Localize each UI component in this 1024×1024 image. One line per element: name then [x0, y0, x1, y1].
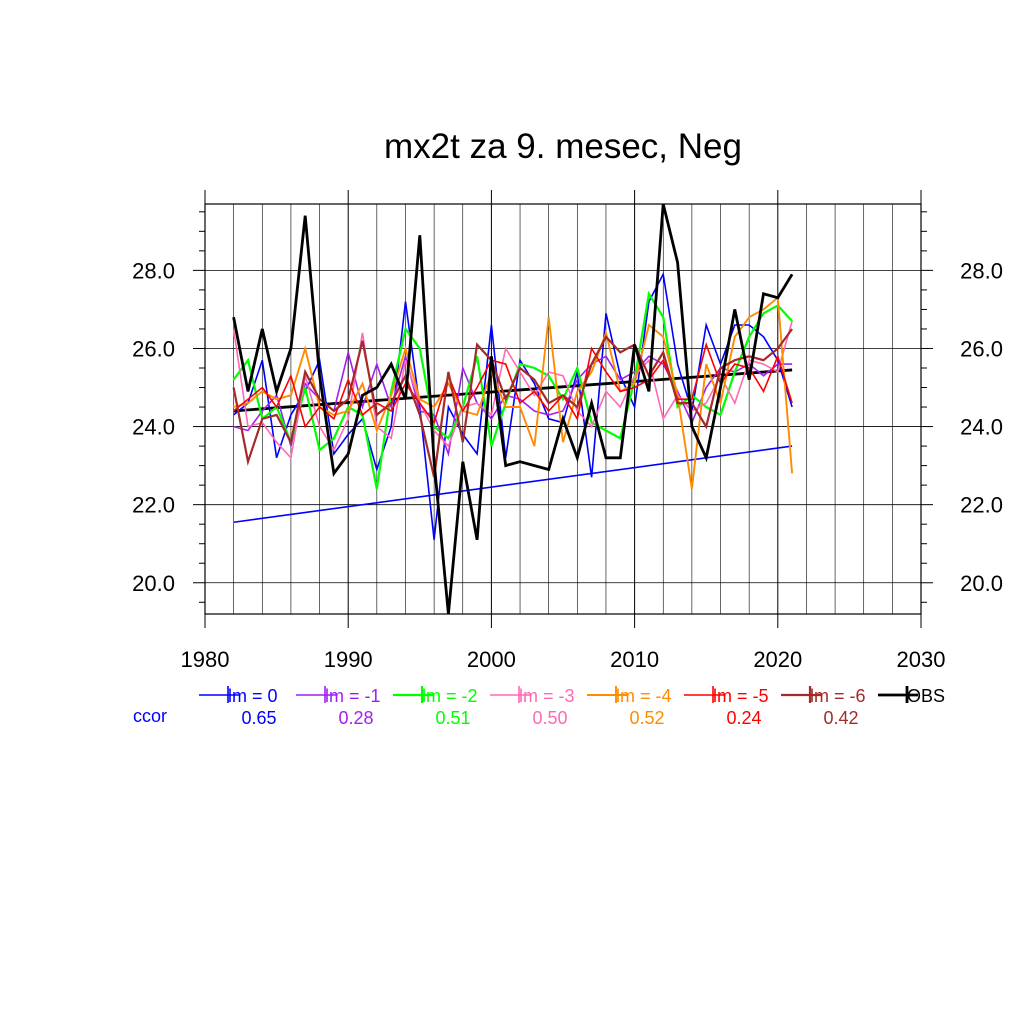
legend-label: lm = -2	[422, 686, 478, 706]
axes: 1980 1990 2000 2010 2020 2030 20.0 20.0 22.0 22.0…	[132, 190, 1003, 672]
grid	[204, 204, 922, 614]
ccor-label: ccor	[133, 706, 167, 726]
plot-lines	[232, 203, 794, 615]
legend-ccor: 0.24	[726, 708, 761, 728]
legend-label: lm = -5	[713, 686, 769, 706]
series-line	[232, 203, 794, 615]
legend-ccor: 0.65	[241, 708, 276, 728]
y-tick-label-right: 28.0	[960, 258, 1003, 283]
series-line	[232, 320, 793, 460]
y-tick-label-right: 22.0	[960, 493, 1003, 518]
y-tick-label-left: 28.0	[132, 258, 175, 283]
x-tick-label: 2030	[897, 647, 946, 672]
x-tick-label: 2010	[610, 647, 659, 672]
legend-ccor: 0.52	[629, 708, 664, 728]
x-tick-label: 2020	[753, 647, 802, 672]
y-tick-label-left: 22.0	[132, 493, 175, 518]
plot-frame	[204, 203, 922, 615]
y-tick-label-right: 24.0	[960, 415, 1003, 440]
x-tick-label: 2000	[467, 647, 516, 672]
legend-label: lm = -1	[325, 686, 381, 706]
y-tick-label-right: 20.0	[960, 571, 1003, 596]
legend-label: lm = -4	[616, 686, 672, 706]
y-tick-label-left: 26.0	[132, 336, 175, 361]
trend-line	[233, 445, 793, 524]
chart-title: mx2t za 9. mesec, Neg	[384, 127, 742, 166]
legend-ccor: 0.28	[338, 708, 373, 728]
legend-label: lm = -6	[810, 686, 866, 706]
x-tick-label: 1990	[324, 647, 373, 672]
y-tick-label-right: 26.0	[960, 336, 1003, 361]
y-tick-label-left: 24.0	[132, 415, 175, 440]
legend-label: lm = 0	[228, 686, 278, 706]
series-line	[232, 328, 793, 478]
legend-ccor: 0.42	[823, 708, 858, 728]
legend-label: lm = -3	[519, 686, 575, 706]
x-tick-label: 1980	[181, 647, 230, 672]
legend-label: OBS	[907, 686, 945, 706]
y-tick-label-left: 20.0	[132, 571, 175, 596]
legend-ccor: 0.51	[435, 708, 470, 728]
series-line	[233, 271, 793, 540]
legend-ccor: 0.50	[532, 708, 567, 728]
series-line	[233, 295, 794, 490]
